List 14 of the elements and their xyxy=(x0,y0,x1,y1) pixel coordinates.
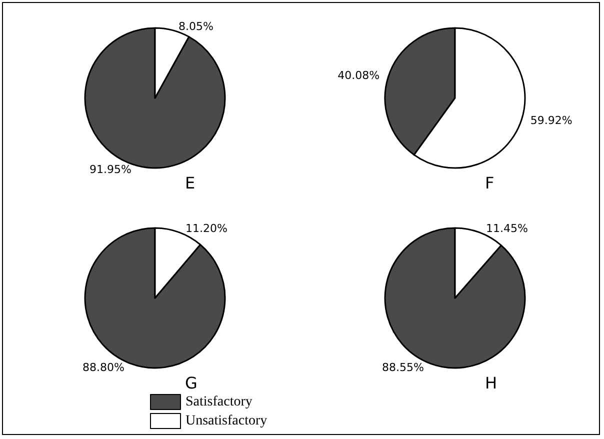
data-label: 11.20% xyxy=(186,222,228,236)
data-label: 59.92% xyxy=(530,114,572,128)
legend-label: Unsatisfactory xyxy=(186,414,268,428)
data-label: 11.45% xyxy=(486,222,528,236)
data-label: 8.05% xyxy=(178,20,214,33)
data-label: 88.80% xyxy=(82,360,124,374)
data-label: 91.95% xyxy=(90,163,132,176)
text: F xyxy=(485,174,494,192)
data-label: 88.55% xyxy=(382,360,424,374)
text: H xyxy=(485,374,498,392)
data-label: 40.08% xyxy=(338,68,380,82)
text: G xyxy=(185,374,198,392)
text: E xyxy=(185,174,196,192)
legend-label: Satisfactory xyxy=(186,394,252,410)
